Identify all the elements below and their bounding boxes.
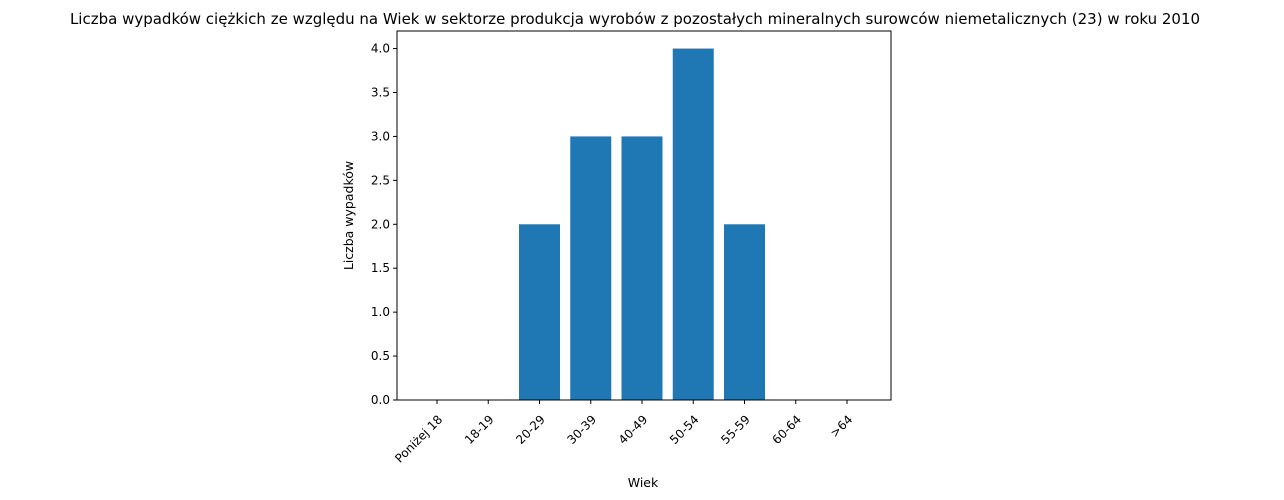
- chart-title: Liczba wypadków ciężkich ze względu na W…: [70, 10, 1200, 28]
- y-tick-label: 4.0: [371, 42, 390, 56]
- y-tick-label: 3.5: [371, 86, 390, 100]
- y-tick-label: 2.0: [371, 217, 390, 231]
- x-tick-label: 60-64: [770, 412, 805, 447]
- x-axis-label: Wiek: [628, 475, 659, 490]
- bar-30-39: [570, 136, 612, 400]
- y-tick-label: 2.5: [371, 173, 390, 187]
- bar-40-49: [621, 136, 663, 400]
- bar-55-59: [724, 224, 765, 400]
- y-tick-label: 3.0: [371, 129, 390, 143]
- x-tick-label: >64: [828, 412, 856, 440]
- plot-frame: [396, 30, 892, 401]
- x-tick-label: 40-49: [616, 412, 651, 447]
- bars-group: [519, 48, 765, 400]
- y-axis-ticks: 0.0 0.5 1.0 1.5 2.0 2.5 3.0 3.5 4.0: [371, 42, 397, 407]
- y-tick-label: 0.0: [371, 393, 390, 407]
- y-axis-label: Liczba wypadków: [341, 161, 356, 270]
- bar-50-54: [672, 48, 714, 400]
- x-tick-label: 18-19: [462, 412, 497, 447]
- x-tick-label: 55-59: [718, 412, 753, 447]
- bar-20-29: [519, 224, 560, 400]
- x-tick-label: 30-39: [565, 412, 600, 447]
- y-tick-label: 0.5: [371, 349, 390, 363]
- x-axis-ticks: Poniżej 18 18-19 20-29 30-39 40-49 50-54 55-59…: [392, 400, 855, 466]
- x-tick-label: Poniżej 18: [392, 412, 445, 465]
- x-tick-label: 50-54: [667, 412, 702, 447]
- y-tick-label: 1.5: [371, 261, 390, 275]
- x-tick-label: 20-29: [513, 412, 548, 447]
- y-tick-label: 1.0: [371, 305, 390, 319]
